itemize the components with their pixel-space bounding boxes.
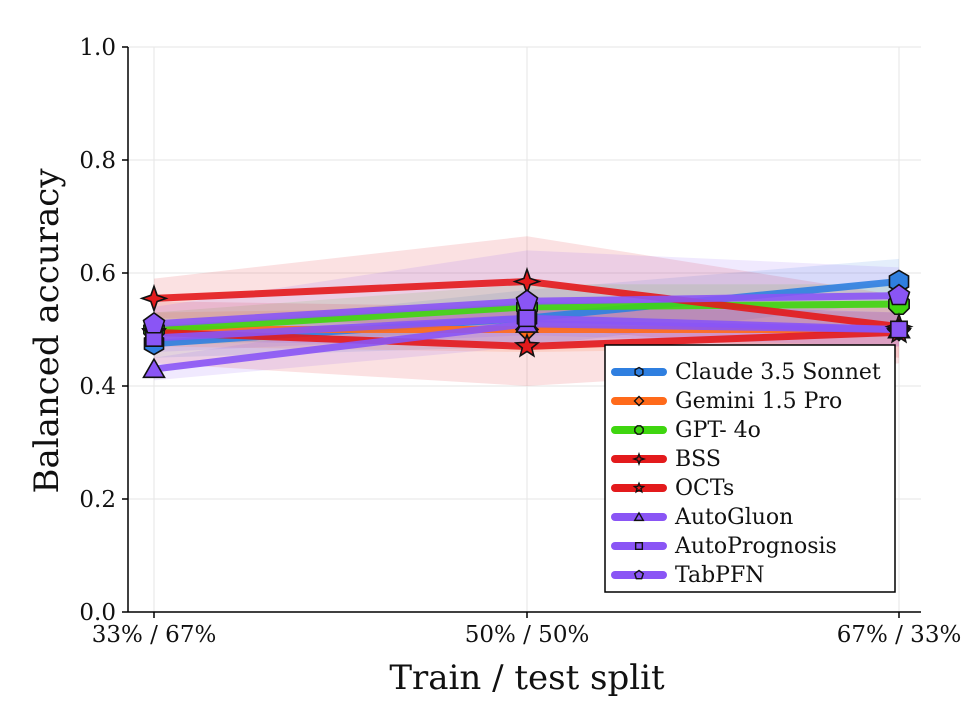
y-tick-label: 0.0 (79, 600, 116, 626)
legend: Claude 3.5 Sonnet Gemini 1.5 Pro GPT- 4o BS… (604, 344, 896, 593)
legend-label-7: TabPFN (675, 563, 764, 588)
x-tick-label: 50% / 50% (465, 622, 590, 648)
y-tick-label: 1.0 (79, 35, 116, 61)
legend-label-5: AutoGluon (674, 505, 793, 530)
axes: 0.0 0.2 0.4 0.6 0.8 1.0 33% / 67% 50% / 50% 67% … (79, 35, 961, 648)
x-axis-title: Train / test split (389, 658, 665, 698)
legend-marker-0 (634, 366, 644, 378)
legend-label-2: GPT- 4o (675, 418, 761, 443)
legend-marker-1 (633, 395, 645, 407)
y-tick-label: 0.6 (79, 261, 116, 287)
legend-marker-3 (631, 451, 647, 467)
marker-6-2 (890, 320, 908, 339)
x-tick-label: 67% / 33% (837, 622, 962, 648)
legend-label-1: Gemini 1.5 Pro (675, 389, 842, 414)
marker-5-0 (142, 357, 166, 379)
y-axis-title: Balanced accuracy (27, 168, 67, 494)
marker-6-1 (518, 309, 536, 328)
y-tick-label: 0.4 (79, 374, 116, 400)
legend-label-4: OCTs (675, 476, 734, 501)
legend-marker-7 (633, 569, 645, 580)
marker-7-1 (515, 289, 539, 311)
y-tick-label: 0.8 (79, 148, 116, 174)
legend-label-3: BSS (675, 447, 721, 472)
legend-label-0: Claude 3.5 Sonnet (675, 360, 881, 385)
legend-marker-4 (632, 481, 646, 494)
legend-marker-5 (633, 511, 645, 522)
legend-label-6: AutoPrognosis (674, 534, 837, 559)
marker-4-1 (513, 332, 541, 358)
y-tick-label: 0.2 (79, 487, 116, 513)
legend-marker-2 (634, 425, 644, 435)
marker-7-0 (142, 311, 166, 334)
series-markers (139, 266, 914, 379)
x-tick-label: 33% / 67% (92, 622, 217, 648)
legend-box (604, 344, 896, 593)
marker-7-2 (887, 283, 911, 306)
marker-3-0 (139, 283, 169, 313)
legend-marker-6 (634, 541, 644, 551)
